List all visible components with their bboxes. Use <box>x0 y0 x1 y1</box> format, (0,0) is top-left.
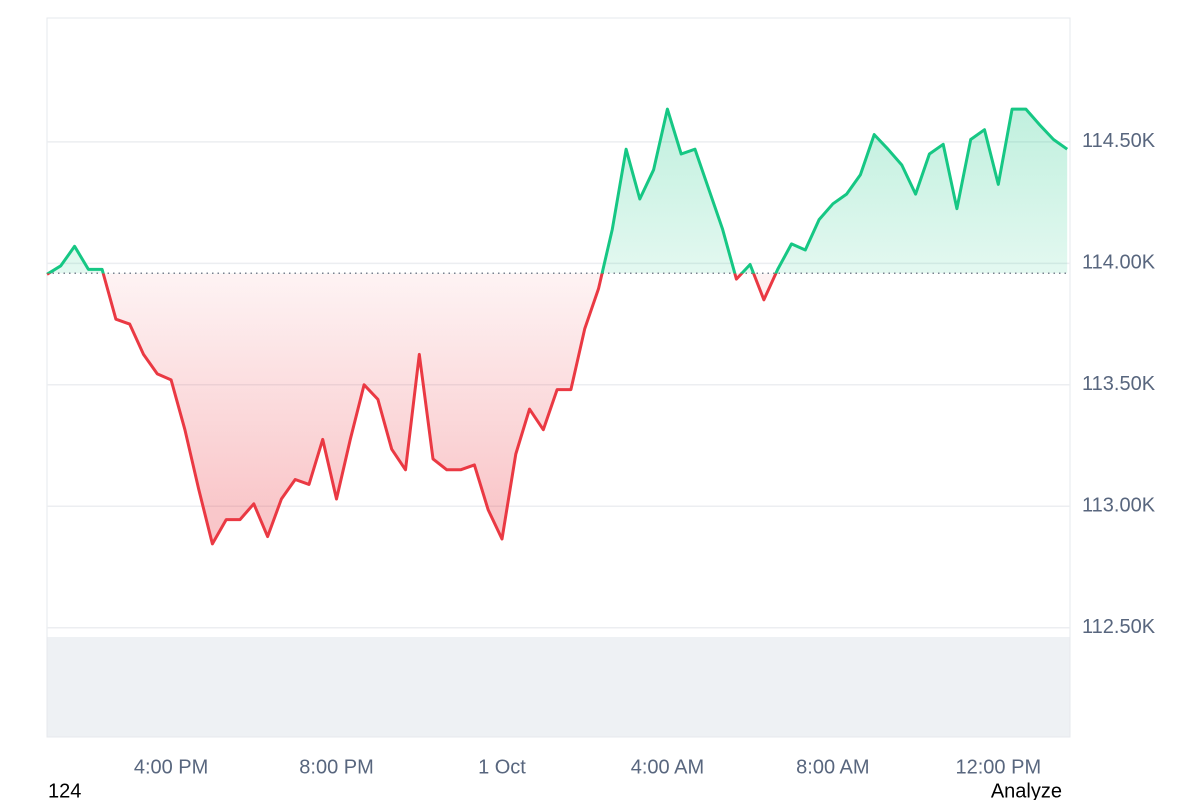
footer-left: 124 <box>48 780 81 800</box>
price-line <box>46 107 1069 546</box>
x-tick-label: 8:00 PM <box>299 756 373 778</box>
area <box>47 109 1068 544</box>
x-tick-label: 1 Oct <box>478 756 526 778</box>
y-tick-label: 114.50K <box>1082 130 1156 152</box>
x-tick-label: 12:00 PM <box>956 756 1042 778</box>
y-tick-label: 113.00K <box>1082 495 1156 517</box>
y-tick-label: 113.50K <box>1082 373 1156 395</box>
y-tick-label: 112.50K <box>1082 616 1156 638</box>
x-tick-label: 8:00 AM <box>796 756 869 778</box>
x-tick-label: 4:00 AM <box>631 756 704 778</box>
footer-right[interactable]: Analyze <box>991 780 1062 800</box>
plot-frame <box>46 17 1071 738</box>
volume-background <box>47 637 1070 737</box>
x-tick-label: 4:00 PM <box>134 756 208 778</box>
y-tick-label: 114.00K <box>1082 252 1156 274</box>
